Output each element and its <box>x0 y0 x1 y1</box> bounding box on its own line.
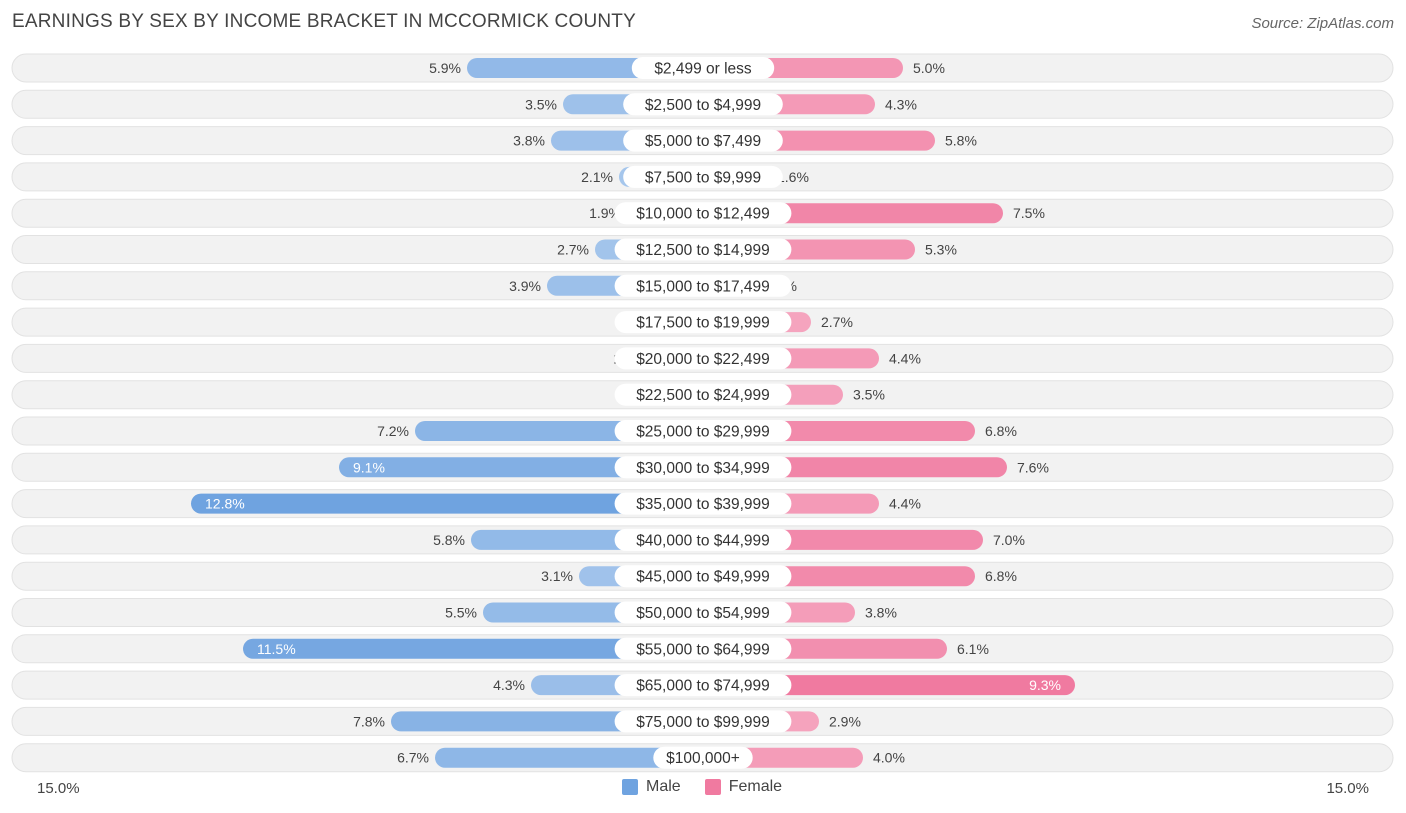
value-label-female: 4.3% <box>885 96 917 112</box>
axis-label-right: 15.0% <box>1326 780 1369 797</box>
value-label-male: 3.8% <box>513 133 545 149</box>
category-label: $40,000 to $44,999 <box>636 532 770 549</box>
category-pill <box>614 311 792 334</box>
value-label-female: 7.5% <box>1013 205 1045 221</box>
category-pill <box>614 383 792 406</box>
category-label: $20,000 to $22,499 <box>636 351 770 368</box>
bar-male <box>339 457 703 478</box>
category-pill <box>614 637 792 660</box>
category-label: $25,000 to $29,999 <box>636 424 770 441</box>
legend-swatch-female <box>704 779 721 795</box>
value-label-female: 4.0% <box>873 750 905 766</box>
bar-male <box>435 747 703 768</box>
value-label-male: 2.1% <box>581 169 613 185</box>
bar-male <box>243 638 703 659</box>
category-pill <box>614 710 792 733</box>
value-label-female: 4.4% <box>889 350 921 366</box>
value-label-male: 9.1% <box>353 459 385 475</box>
category-label: $22,500 to $24,999 <box>636 387 770 404</box>
value-label-female: 7.0% <box>993 532 1025 548</box>
value-label-female: 5.8% <box>945 133 977 149</box>
value-label-female: 7.6% <box>1017 459 1049 475</box>
category-label: $10,000 to $12,499 <box>636 206 770 223</box>
category-label: $55,000 to $64,999 <box>636 641 770 658</box>
category-label: $12,500 to $14,999 <box>636 242 770 259</box>
category-pill <box>614 238 792 261</box>
category-label: $100,000+ <box>666 750 740 767</box>
legend-label-male: Male <box>646 778 681 795</box>
legend-label-female: Female <box>728 778 783 795</box>
category-label: $17,500 to $19,999 <box>636 315 770 332</box>
category-pill <box>623 165 783 188</box>
category-label: $7,500 to $9,999 <box>645 169 761 186</box>
chart-title: EARNINGS BY SEX BY INCOME BRACKET IN MCC… <box>12 11 636 32</box>
category-pill <box>614 601 792 624</box>
legend-item-male[interactable]: Male <box>622 778 681 796</box>
value-label-female: 2.9% <box>829 713 861 729</box>
axis-label-left: 15.0% <box>37 780 80 797</box>
legend-swatch-male <box>622 779 638 795</box>
bar-male <box>191 493 703 514</box>
value-label-male: 1.9% <box>589 205 621 221</box>
category-pill <box>614 420 792 442</box>
category-pill <box>614 274 792 297</box>
value-label-male: 6.7% <box>397 750 429 766</box>
category-label: $35,000 to $39,999 <box>636 496 770 513</box>
category-label: $50,000 to $54,999 <box>636 605 770 622</box>
value-label-female: 5.0% <box>913 60 945 76</box>
category-label: $65,000 to $74,999 <box>636 678 770 695</box>
category-pill <box>614 492 792 515</box>
category-label: $30,000 to $34,999 <box>636 460 770 477</box>
category-label: $75,000 to $99,999 <box>636 714 770 731</box>
value-label-male: 7.8% <box>353 713 385 729</box>
category-pill <box>614 347 792 370</box>
legend-item-female[interactable]: Female <box>704 778 783 796</box>
source-label: Source: ZipAtlas.com <box>1251 15 1394 32</box>
category-pill <box>631 57 775 79</box>
value-label-female: 3.8% <box>865 605 897 621</box>
value-label-male: 7.2% <box>377 423 409 439</box>
bar-female <box>703 675 1075 696</box>
value-label-female: 6.8% <box>985 568 1017 584</box>
category-pill <box>614 674 792 697</box>
category-pill <box>623 129 783 152</box>
value-label-female: 3.5% <box>853 387 885 403</box>
value-label-male: 3.5% <box>525 96 557 112</box>
value-label-male: 11.5% <box>257 641 296 657</box>
value-label-female: 9.3% <box>1029 677 1061 693</box>
value-label-female: 6.8% <box>985 423 1017 439</box>
value-label-male: 3.1% <box>541 568 573 584</box>
category-label: $2,499 or less <box>654 61 752 78</box>
category-pill <box>614 456 792 479</box>
value-label-female: 5.3% <box>925 242 957 258</box>
category-pill <box>614 528 792 551</box>
category-pill <box>623 93 783 116</box>
value-label-female: 2.7% <box>821 314 853 330</box>
category-label: $2,500 to $4,999 <box>645 97 761 114</box>
value-label-female: 4.4% <box>889 496 921 512</box>
value-label-male: 12.8% <box>205 496 245 512</box>
value-label-male: 4.3% <box>493 677 525 693</box>
value-label-male: 2.7% <box>557 242 589 258</box>
category-label: $45,000 to $49,999 <box>636 569 770 586</box>
value-label-male: 5.5% <box>445 605 477 621</box>
value-label-male: 3.9% <box>509 278 541 294</box>
category-pill <box>614 565 792 588</box>
value-label-male: 5.9% <box>429 60 461 76</box>
value-label-female: 1.6% <box>777 169 809 185</box>
value-label-female: 6.1% <box>957 641 989 657</box>
category-pill <box>653 746 753 769</box>
category-label: $5,000 to $7,499 <box>645 133 761 150</box>
legend: Male Female <box>622 778 806 796</box>
category-label: $15,000 to $17,499 <box>636 278 770 295</box>
value-label-male: 5.8% <box>433 532 465 548</box>
category-pill <box>614 202 792 225</box>
